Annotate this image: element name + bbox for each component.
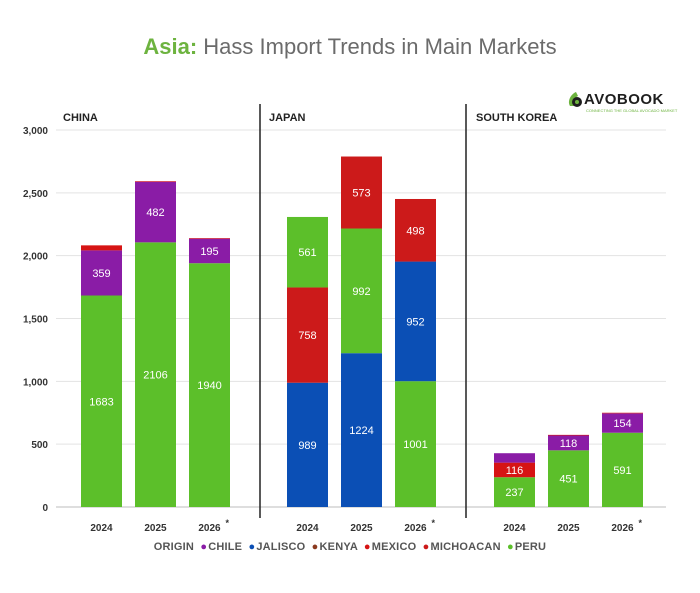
legend-dot-jalisco: ● <box>248 541 256 553</box>
data-label: 195 <box>200 246 218 258</box>
legend-dot-chile: ● <box>200 541 208 553</box>
y-tick-label: 3,000 <box>23 126 48 137</box>
legend-item-kenya: ●KENYA <box>312 541 358 553</box>
data-label: 498 <box>406 225 424 237</box>
legend-label-kenya: KENYA <box>319 541 358 553</box>
legend-dot-michoacan: ● <box>422 541 430 553</box>
bar-segment <box>189 263 230 507</box>
legend-item-jalisco: ●JALISCO <box>248 541 305 553</box>
data-label: 561 <box>298 247 316 259</box>
bar-segment <box>494 477 535 507</box>
data-label: 992 <box>352 286 370 298</box>
bar-segment <box>395 261 436 382</box>
x-tick-label: 2024 <box>90 523 113 534</box>
bar-segment <box>135 181 176 243</box>
bar-segment <box>135 242 176 507</box>
data-label: 1001 <box>403 439 427 451</box>
legend-item-chile: ●CHILE <box>200 541 242 553</box>
bar-segment <box>341 228 382 354</box>
data-label: 154 <box>613 418 631 430</box>
y-tick-label: 2,000 <box>23 252 48 263</box>
legend-item-peru: ●PERU <box>507 541 546 553</box>
chart-title: Asia: Hass Import Trends in Main Markets <box>0 34 700 60</box>
bar-segment <box>494 462 535 478</box>
data-label: 116 <box>506 465 524 477</box>
x-tick-marker: * <box>432 518 436 528</box>
y-tick-label: 500 <box>31 440 48 451</box>
bar-segment <box>341 353 382 507</box>
data-label: 591 <box>613 465 631 477</box>
panel-title: SOUTH KOREA <box>476 112 557 124</box>
x-tick-label: 2026 <box>611 523 634 534</box>
legend-title: ORIGIN <box>153 541 195 553</box>
x-tick-label: 2025 <box>144 523 167 534</box>
y-tick-label: 1,500 <box>23 315 48 326</box>
data-label: 482 <box>146 207 164 219</box>
panel-title: CHINA <box>63 112 98 124</box>
bar-segment <box>81 245 122 251</box>
data-label: 758 <box>298 330 316 342</box>
legend-label-michoacan: MICHOACAN <box>430 541 501 553</box>
bar-segment <box>81 250 122 296</box>
bar-segment <box>602 413 643 433</box>
bar-segment <box>189 238 230 264</box>
data-label: 952 <box>406 316 424 328</box>
data-label: 118 <box>560 438 578 450</box>
logo-tagline: CONNECTING THE GLOBAL AVOCADO MARKET <box>586 108 678 113</box>
data-label: 2106 <box>143 370 167 382</box>
x-tick-label: 2025 <box>350 523 373 534</box>
legend-label-mexico: MEXICO <box>371 541 417 553</box>
bar-segment <box>548 434 589 436</box>
bar-segment <box>189 238 230 239</box>
legend-label-peru: PERU <box>514 541 547 553</box>
chart-title-region: Asia: <box>143 34 198 59</box>
data-label: 1683 <box>89 396 113 408</box>
avocado-logo-icon <box>568 92 582 107</box>
x-tick-label: 2026 <box>404 523 427 534</box>
legend-item-michoacan: ●MICHOACAN <box>423 541 501 553</box>
bar-segment <box>548 435 589 451</box>
chart-title-text: Hass Import Trends in Main Markets <box>203 34 557 59</box>
bar-segment <box>135 181 176 182</box>
x-tick-marker: * <box>639 518 643 528</box>
bar-segment <box>395 381 436 507</box>
legend-label-jalisco: JALISCO <box>256 541 306 553</box>
avobook-logo: AVOBOOK CONNECTING THE GLOBAL AVOCADO MA… <box>566 90 677 116</box>
chart-legend: ORIGIN ●CHILE ●JALISCO ●KENYA ●MEXICO ●M… <box>0 541 700 553</box>
legend-dot-mexico: ● <box>363 541 371 553</box>
data-label: 237 <box>505 487 523 499</box>
data-label: 359 <box>92 268 110 280</box>
legend-dot-kenya: ● <box>311 541 319 553</box>
bar-segment <box>395 198 436 262</box>
x-tick-label: 2024 <box>296 523 319 534</box>
bar-segment <box>548 450 589 507</box>
panel-title: JAPAN <box>269 112 306 124</box>
x-tick-label: 2025 <box>557 523 580 534</box>
x-tick-marker: * <box>226 518 230 528</box>
legend-label-chile: CHILE <box>208 541 243 553</box>
data-label: 451 <box>559 474 577 486</box>
bar-segment <box>341 156 382 229</box>
bar-segment <box>287 216 328 288</box>
y-tick-label: 2,500 <box>23 189 48 200</box>
data-label: 989 <box>298 440 316 452</box>
bar-segment <box>494 453 535 463</box>
x-tick-label: 2026 <box>198 523 221 534</box>
legend-dot-peru: ● <box>506 541 514 553</box>
bar-segment <box>287 287 328 383</box>
bar-segment <box>81 295 122 507</box>
data-label: 1940 <box>197 380 221 392</box>
bar-segment <box>287 382 328 507</box>
data-label: 1224 <box>349 425 373 437</box>
y-tick-label: 0 <box>42 503 48 514</box>
x-tick-label: 2024 <box>503 523 526 534</box>
data-label: 573 <box>352 188 370 200</box>
logo-wordmark: AVOBOOK <box>584 91 664 108</box>
legend-item-mexico: ●MEXICO <box>364 541 416 553</box>
bar-segment <box>602 412 643 414</box>
bar-segment <box>602 432 643 507</box>
y-tick-label: 1,000 <box>23 377 48 388</box>
